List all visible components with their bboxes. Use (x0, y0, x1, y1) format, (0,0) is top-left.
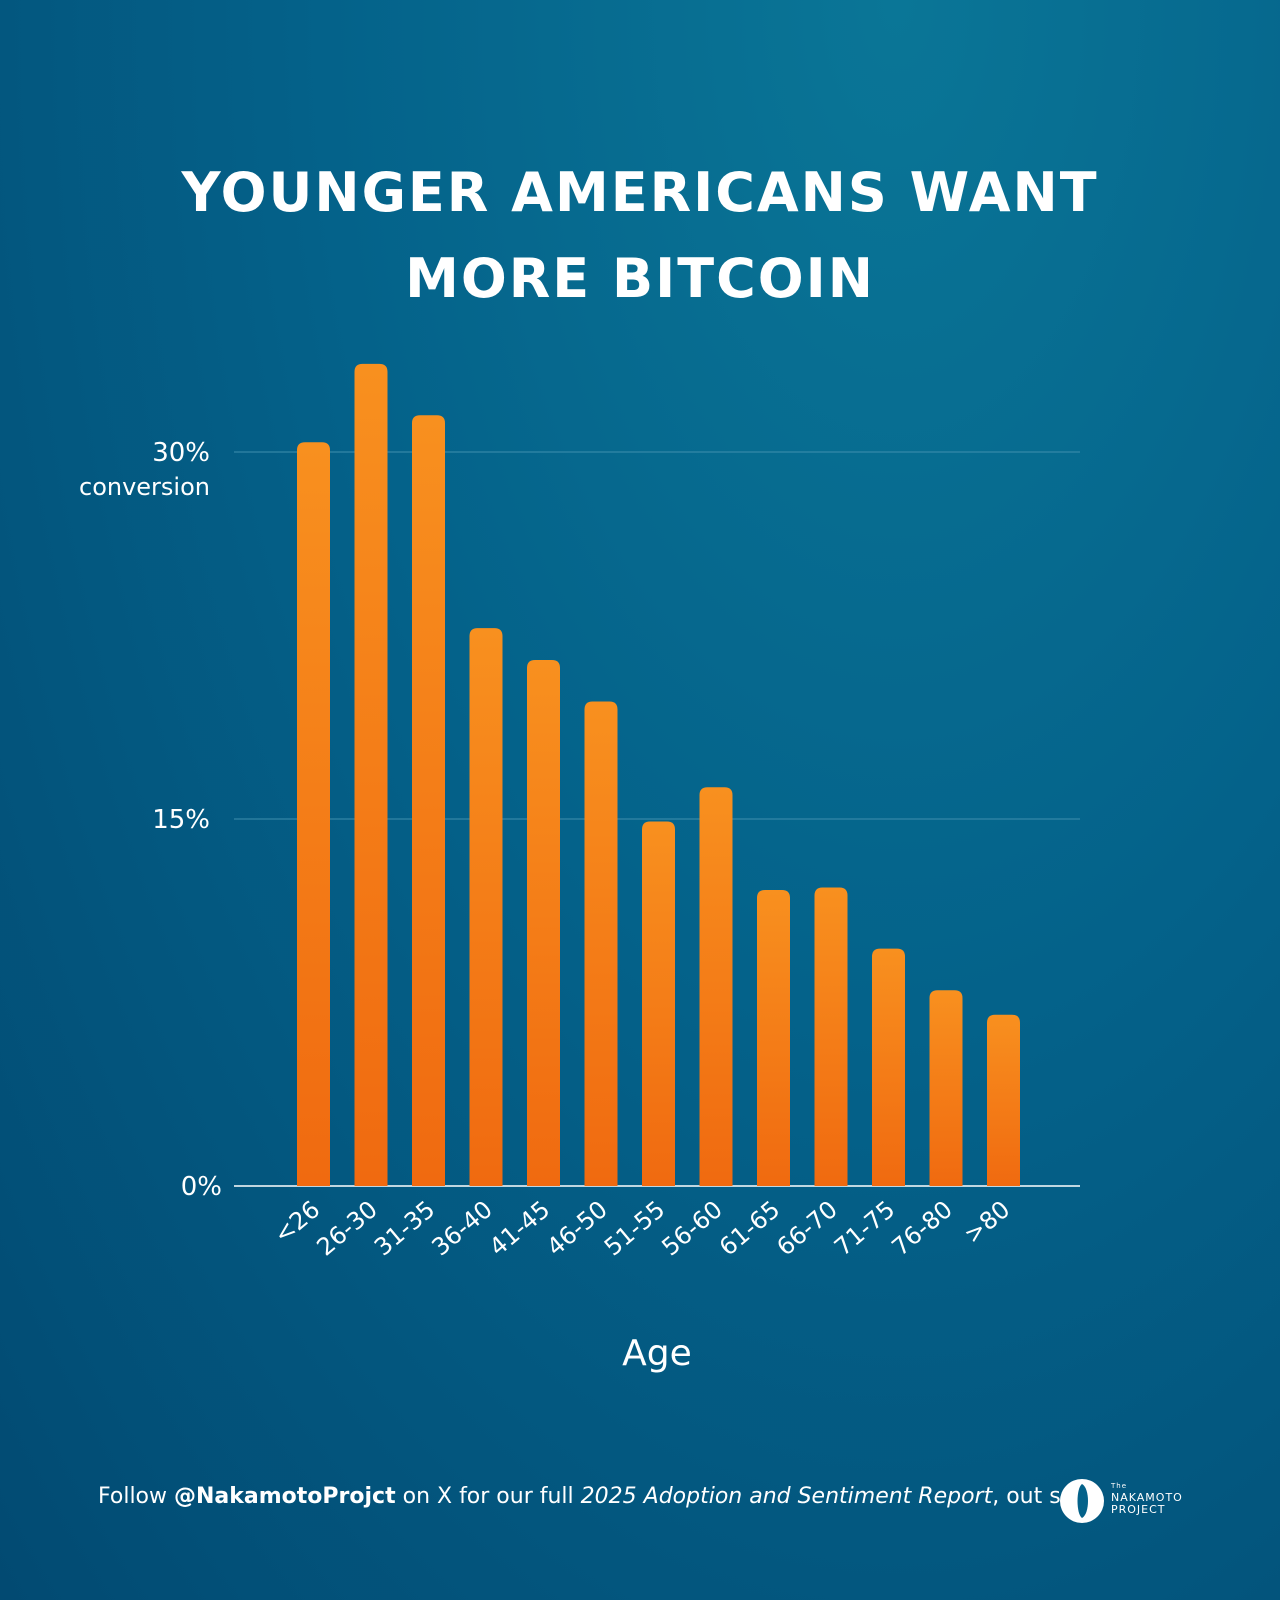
bar (872, 948, 905, 1186)
title-line-1: YOUNGER AMERICANS WANT (181, 161, 1099, 224)
logo-line-2: PROJECT (1111, 1503, 1166, 1516)
footer-middle: on X for our full (395, 1484, 581, 1509)
logo-wordmark: The NAKAMOTO PROJECT (1111, 1480, 1183, 1516)
x-tick-label: 26-30 (311, 1195, 382, 1261)
logo-the: The (1111, 1482, 1128, 1490)
x-tick-label: 31-35 (369, 1195, 440, 1261)
nakamoto-project-logo: The NAKAMOTO PROJECT (1059, 1478, 1189, 1528)
bars (297, 363, 1020, 1186)
y-tick-label: 15% (152, 805, 210, 835)
bar (354, 363, 388, 1186)
bar (814, 887, 848, 1186)
x-tick-label: 61-65 (714, 1195, 785, 1261)
logo-line-1: NAKAMOTO (1111, 1491, 1183, 1504)
footer-text: Follow @NakamotoProjct on X for our full… (98, 1484, 1102, 1509)
x-tick-label: 36-40 (426, 1195, 497, 1261)
bar (527, 659, 560, 1186)
y-tick-label: 0% (181, 1172, 222, 1202)
y-tick-label: 30% (152, 438, 210, 468)
bar (642, 821, 675, 1186)
x-tick-label: 76-80 (886, 1195, 957, 1261)
x-axis-label: Age (622, 1333, 692, 1374)
x-tick-label: 71-75 (829, 1195, 900, 1261)
nakamoto-logo-icon (1060, 1479, 1104, 1523)
x-tick-label: >80 (959, 1195, 1016, 1249)
bar (929, 990, 963, 1186)
chart-title: YOUNGER AMERICANS WANT MORE BITCOIN (0, 150, 1280, 322)
title-line-2: MORE BITCOIN (405, 247, 875, 310)
x-tick-label: 41-45 (484, 1195, 555, 1261)
bar (757, 889, 790, 1186)
y-axis-label: conversion (79, 473, 210, 501)
footer-prefix: Follow (98, 1484, 175, 1509)
x-handle-link[interactable]: @NakamotoProjct (174, 1484, 396, 1509)
bar (987, 1014, 1020, 1186)
x-tick-labels: <2626-3031-3536-4041-4546-5051-5556-6061… (269, 1195, 1016, 1261)
y-tick-labels: 0% 15% 30% (152, 438, 222, 1202)
bar (297, 442, 330, 1186)
x-tick-label: 66-70 (771, 1195, 842, 1261)
bar-chart: 0% 15% 30% <2626-3031-3536-4041-4546-5051-… (79, 363, 1080, 1374)
x-tick-label: 51-55 (599, 1195, 670, 1261)
x-tick-label: 56-60 (656, 1195, 727, 1261)
bar (699, 787, 733, 1186)
bar (469, 628, 503, 1186)
bar (584, 701, 618, 1186)
x-tick-label: 46-50 (541, 1195, 612, 1261)
bar (412, 415, 445, 1186)
report-name: 2025 Adoption and Sentiment Report (580, 1484, 993, 1509)
